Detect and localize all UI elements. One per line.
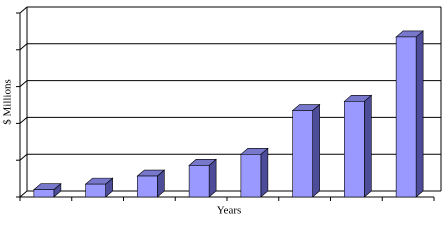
bar-side — [312, 103, 320, 198]
bar-front — [240, 154, 262, 198]
grid-line — [19, 153, 28, 161]
grid-line — [19, 117, 28, 124]
bar — [84, 177, 114, 198]
bar-front — [85, 183, 106, 198]
bar — [291, 103, 321, 198]
bar-front — [292, 110, 313, 198]
grid-line — [19, 190, 28, 198]
bar — [395, 30, 424, 198]
y-axis-label: $ Millions — [2, 79, 14, 125]
chart: Years $ Millions — [2, 6, 442, 217]
bar-side — [415, 30, 424, 198]
bar — [136, 169, 166, 198]
grid-line — [19, 80, 28, 87]
bar — [240, 147, 269, 198]
bar — [188, 158, 217, 198]
grid-line — [19, 6, 28, 14]
grid-line — [19, 43, 28, 51]
bar-side — [364, 94, 372, 198]
bar-front — [188, 165, 210, 198]
bar-front — [33, 189, 55, 198]
bar-side — [208, 158, 217, 198]
bar-front — [395, 36, 417, 198]
bar-front — [137, 175, 158, 198]
bar — [33, 182, 62, 198]
bar-front — [344, 101, 365, 198]
bar — [343, 94, 373, 198]
x-axis-label: Years — [217, 205, 242, 217]
bar-side — [260, 147, 269, 198]
